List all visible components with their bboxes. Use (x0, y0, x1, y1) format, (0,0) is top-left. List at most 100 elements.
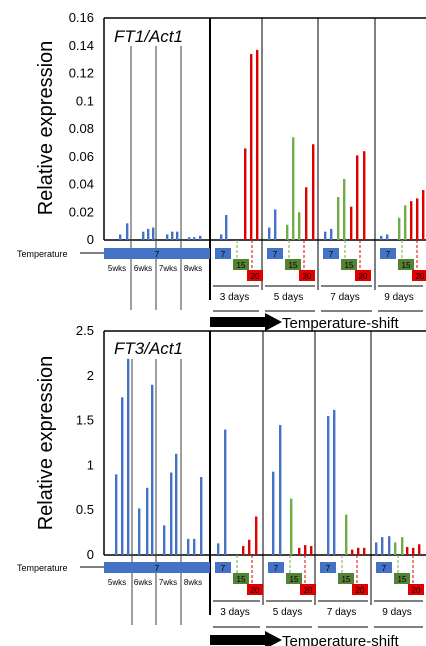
bar-baseline-7wks (175, 453, 178, 555)
bar-0-red (248, 539, 251, 555)
y-tick-label: 0.04 (69, 177, 94, 192)
bar-baseline-5wks (126, 223, 129, 240)
bar-baseline-6wks (142, 231, 145, 240)
shift-arrow-icon (210, 631, 282, 646)
bar-baseline-5wks (121, 397, 124, 555)
bar-baseline-8wks (193, 538, 196, 555)
bar-baseline-8wks (187, 538, 190, 555)
bar-baseline-6wks (146, 487, 149, 555)
shift-temp-label: 20 (359, 272, 368, 281)
shift-temp-15 (394, 573, 410, 584)
y-axis-label: Relative expression (35, 356, 57, 531)
y-tick-label: 0.1 (76, 93, 94, 108)
y-tick-label: 0.5 (76, 502, 94, 517)
shift-temp-20 (300, 584, 316, 595)
shift-arrow-icon (210, 313, 282, 331)
week-label: 8wks (184, 264, 202, 273)
shift-temp-label: 15 (398, 575, 407, 584)
day-label: 3 days (220, 292, 249, 303)
bar-baseline-6wks (147, 228, 150, 240)
bar-3-red (422, 190, 425, 240)
bar-0-red (244, 148, 247, 240)
shift-temp-7 (215, 562, 231, 573)
bar-1-red (298, 547, 301, 555)
bar-3-blue (380, 235, 383, 240)
bar-2-red (363, 547, 366, 555)
week-label: 7wks (159, 264, 177, 273)
shift-temp-label: 7 (221, 250, 226, 259)
bar-2-red (363, 151, 366, 240)
bar-2-red (357, 547, 360, 555)
shift-temp-15 (341, 259, 357, 270)
bar-baseline-6wks (152, 227, 155, 240)
bar-baseline-6wks (138, 508, 141, 555)
shift-temp-15 (233, 259, 249, 270)
week-label: 6wks (134, 578, 152, 587)
shift-temp-label: 7 (273, 250, 278, 259)
y-tick-label: 2.5 (76, 323, 94, 338)
bar-3-green (394, 542, 397, 555)
shift-temp-label: 15 (237, 261, 246, 270)
bar-baseline-7wks (163, 525, 166, 555)
bar-baseline-7wks (176, 231, 179, 240)
shift-temp-label: 20 (304, 586, 313, 595)
shift-temp-label: 7 (329, 250, 334, 259)
shift-temp-15 (286, 573, 302, 584)
week-label: 5wks (108, 578, 126, 587)
shift-temp-15 (338, 573, 354, 584)
bar-3-red (406, 546, 409, 555)
bar-2-blue (327, 416, 330, 555)
y-tick-label: 1 (87, 457, 94, 472)
bar-2-red (351, 549, 354, 555)
y-tick-label: 1.5 (76, 413, 94, 428)
shift-temp-7 (320, 562, 336, 573)
bar-baseline-5wks (127, 358, 130, 555)
bar-baseline-5wks (115, 474, 118, 555)
bar-2-green (337, 196, 340, 240)
shift-label: Temperature-shift (282, 633, 400, 646)
shift-temp-7 (376, 562, 392, 573)
y-axis-label: Relative expression (35, 41, 57, 216)
bar-1-green (292, 137, 295, 240)
bar-3-blue (388, 536, 391, 555)
bar-2-green (343, 178, 346, 240)
day-label: 9 days (384, 292, 413, 303)
bar-0-red (242, 546, 245, 555)
bar-1-blue (272, 471, 275, 555)
week-label: 8wks (184, 578, 202, 587)
week-label: 5wks (108, 264, 126, 273)
y-tick-label: 0.06 (69, 149, 94, 164)
shift-temp-label: 20 (251, 272, 260, 281)
shift-temp-15 (398, 259, 414, 270)
bar-3-red (410, 201, 413, 240)
week-label: 7wks (159, 578, 177, 587)
bar-0-blue (225, 215, 228, 240)
shift-temp-label: 7 (221, 564, 226, 573)
chart-title: FT3/Act1 (114, 339, 183, 358)
shift-temp-label: 15 (345, 261, 354, 270)
bar-2-green (345, 514, 348, 555)
shift-temp-7 (215, 248, 231, 259)
bar-3-red (412, 547, 415, 555)
bar-1-blue (268, 227, 271, 240)
y-tick-label: 0.02 (69, 204, 94, 219)
temperature-label: Temperature (17, 563, 68, 573)
bar-baseline-5wks (119, 234, 122, 240)
shift-temp-7 (380, 248, 396, 259)
temperature-label: Temperature (17, 249, 68, 259)
shift-temp-15 (285, 259, 301, 270)
bar-2-blue (333, 409, 336, 555)
shift-temp-label: 7 (274, 564, 279, 573)
chart-panel-2: 0 0.5 1 1.5 2 2.5 Relative expression FT3/Act1 T… (17, 323, 426, 646)
temperature-bar-label: 7 (155, 250, 160, 259)
bar-3-blue (381, 537, 384, 555)
shift-temp-label: 20 (251, 586, 260, 595)
shift-temp-7 (267, 248, 283, 259)
shift-temp-label: 15 (237, 575, 246, 584)
y-tick-label: 0.08 (69, 121, 94, 136)
day-label: 7 days (330, 292, 359, 303)
bar-1-green (290, 498, 293, 555)
bar-2-blue (330, 228, 333, 240)
bar-1-red (312, 144, 315, 240)
bar-baseline-8wks (188, 237, 191, 240)
